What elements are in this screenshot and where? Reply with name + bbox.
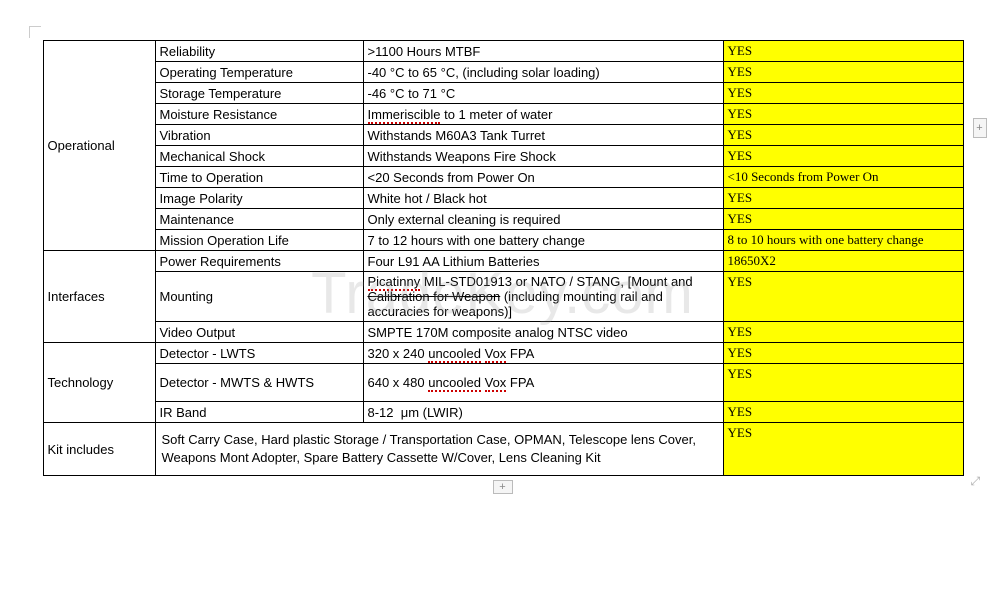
label-cell: Detector - MWTS & HWTS [155,364,363,402]
spec-table-container: OperationalReliability>1100 Hours MTBFYE… [43,40,963,476]
kit-content-cell: Soft Carry Case, Hard plastic Storage / … [155,423,723,476]
value-cell: <20 Seconds from Power On [363,167,723,188]
label-cell: Mounting [155,272,363,322]
table-row: Moisture ResistanceImmeriscible to 1 met… [43,104,963,125]
table-row: OperationalReliability>1100 Hours MTBFYE… [43,41,963,62]
value-cell: Immeriscible to 1 meter of water [363,104,723,125]
label-cell: Moisture Resistance [155,104,363,125]
status-cell: YES [723,423,963,476]
value-cell: 8-12 μm (LWIR) [363,402,723,423]
status-cell: YES [723,41,963,62]
table-row: Mission Operation Life7 to 12 hours with… [43,230,963,251]
table-row: MaintenanceOnly external cleaning is req… [43,209,963,230]
table-row: Kit includesSoft Carry Case, Hard plasti… [43,423,963,476]
table-row: Storage Temperature-46 °C to 71 °CYES [43,83,963,104]
status-cell: 8 to 10 hours with one battery change [723,230,963,251]
label-cell: Mission Operation Life [155,230,363,251]
label-cell: IR Band [155,402,363,423]
group-cell: Technology [43,343,155,423]
group-cell: Interfaces [43,251,155,343]
status-cell: YES [723,188,963,209]
value-cell: Four L91 AA Lithium Batteries [363,251,723,272]
label-cell: Storage Temperature [155,83,363,104]
group-cell: Operational [43,41,155,251]
value-cell: Picatinny MIL-STD01913 or NATO / STANG, … [363,272,723,322]
value-cell: Only external cleaning is required [363,209,723,230]
status-cell: 18650X2 [723,251,963,272]
crop-corner-top [29,26,41,38]
table-row: Video OutputSMPTE 170M composite analog … [43,322,963,343]
add-column-button[interactable]: + [973,118,987,138]
value-cell: 7 to 12 hours with one battery change [363,230,723,251]
spec-table: OperationalReliability>1100 Hours MTBFYE… [43,40,964,476]
label-cell: Time to Operation [155,167,363,188]
status-cell: YES [723,104,963,125]
status-cell: YES [723,322,963,343]
value-cell: White hot / Black hot [363,188,723,209]
status-cell: YES [723,343,963,364]
value-cell: Withstands M60A3 Tank Turret [363,125,723,146]
value-cell: Withstands Weapons Fire Shock [363,146,723,167]
status-cell: YES [723,83,963,104]
label-cell: Power Requirements [155,251,363,272]
value-cell: SMPTE 170M composite analog NTSC video [363,322,723,343]
value-cell: -40 °C to 65 °C, (including solar loadin… [363,62,723,83]
status-cell: YES [723,125,963,146]
label-cell: Mechanical Shock [155,146,363,167]
table-row: MountingPicatinny MIL-STD01913 or NATO /… [43,272,963,322]
label-cell: Detector - LWTS [155,343,363,364]
expand-icon[interactable]: ⤢ [971,474,985,488]
table-row: Time to Operation<20 Seconds from Power … [43,167,963,188]
value-cell: 640 x 480 uncooled Vox FPA [363,364,723,402]
status-cell: YES [723,209,963,230]
table-row: InterfacesPower RequirementsFour L91 AA … [43,251,963,272]
value-cell: 320 x 240 uncooled Vox FPA [363,343,723,364]
table-row: Mechanical ShockWithstands Weapons Fire … [43,146,963,167]
status-cell: YES [723,62,963,83]
table-row: Image PolarityWhite hot / Black hotYES [43,188,963,209]
label-cell: Reliability [155,41,363,62]
value-cell: >1100 Hours MTBF [363,41,723,62]
table-row: Detector - MWTS & HWTS640 x 480 uncooled… [43,364,963,402]
group-cell: Kit includes [43,423,155,476]
add-row-button[interactable]: + [493,480,513,494]
status-cell: YES [723,402,963,423]
table-row: TechnologyDetector - LWTS320 x 240 uncoo… [43,343,963,364]
value-cell: -46 °C to 71 °C [363,83,723,104]
status-cell: YES [723,146,963,167]
label-cell: Video Output [155,322,363,343]
status-cell: YES [723,364,963,402]
label-cell: Image Polarity [155,188,363,209]
table-row: VibrationWithstands M60A3 Tank TurretYES [43,125,963,146]
status-cell: YES [723,272,963,322]
table-row: IR Band8-12 μm (LWIR)YES [43,402,963,423]
status-cell: <10 Seconds from Power On [723,167,963,188]
label-cell: Maintenance [155,209,363,230]
table-row: Operating Temperature-40 °C to 65 °C, (i… [43,62,963,83]
label-cell: Vibration [155,125,363,146]
label-cell: Operating Temperature [155,62,363,83]
